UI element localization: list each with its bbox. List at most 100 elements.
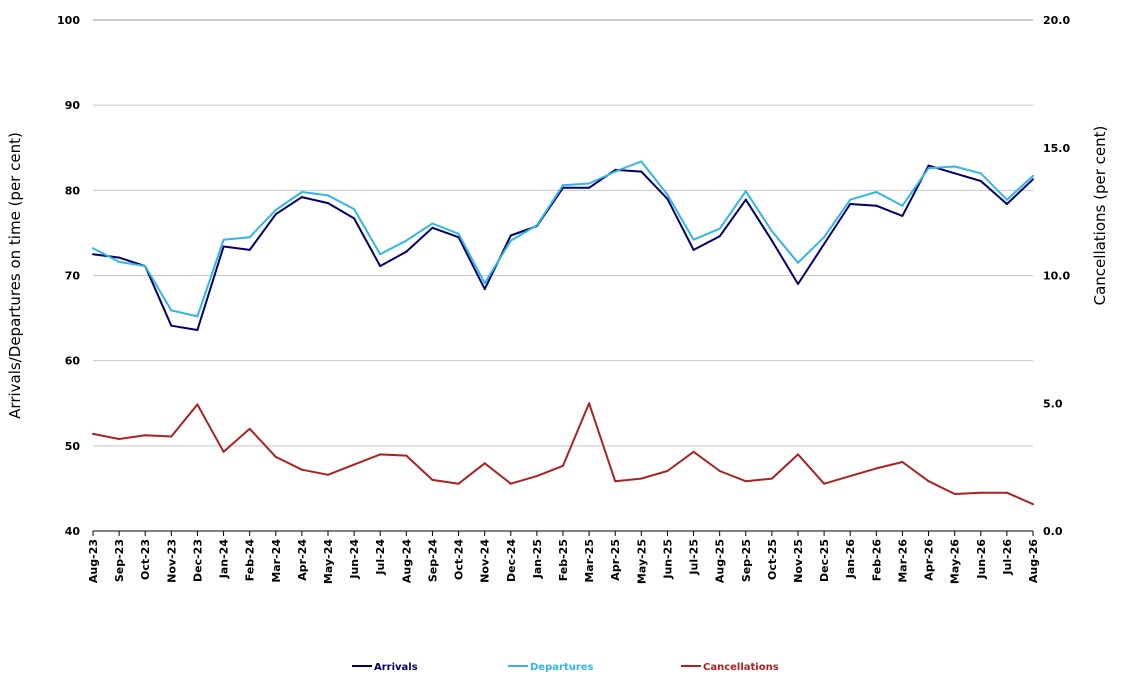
data-point <box>170 324 173 327</box>
y-tick-label: 80 <box>65 184 81 197</box>
x-tick-label: Oct-24 <box>453 539 466 580</box>
x-tick-label: Mar-26 <box>896 539 909 583</box>
data-point <box>614 170 617 173</box>
x-tick-label: Aug-26 <box>1027 539 1040 583</box>
data-point <box>431 222 434 225</box>
data-point <box>222 245 225 248</box>
y2-tick-label: 5.0 <box>1043 397 1063 410</box>
y-axis-title: Arrivals/Departures on time (per cent) <box>6 132 24 419</box>
data-point <box>666 470 669 472</box>
data-point <box>379 253 382 256</box>
x-tick-label: Jun-26 <box>975 539 988 580</box>
data-point <box>692 238 695 241</box>
y2-tick-label: 10.0 <box>1043 270 1070 283</box>
data-point <box>979 491 982 494</box>
data-point <box>770 230 773 233</box>
data-point <box>222 450 225 453</box>
data-point <box>118 256 121 259</box>
data-point <box>614 480 617 483</box>
data-point <box>953 172 956 175</box>
data-point <box>170 309 173 312</box>
legend-label-departures: Departures <box>530 662 594 673</box>
data-point <box>744 190 747 193</box>
data-point <box>327 194 329 197</box>
x-tick-label: Mar-25 <box>583 539 596 583</box>
data-point <box>953 493 956 495</box>
data-point <box>875 204 878 207</box>
data-point <box>692 450 695 453</box>
data-point <box>483 288 486 291</box>
y-tick-label: 40 <box>65 525 81 538</box>
x-tick-label: Feb-24 <box>244 539 257 582</box>
x-tick-label: Jul-24 <box>374 539 387 576</box>
series-line-cancellations <box>92 402 1034 506</box>
data-point <box>849 475 852 478</box>
data-point <box>901 204 904 207</box>
data-point <box>927 480 930 483</box>
x-tick-label: Aug-23 <box>87 539 100 583</box>
data-point <box>274 455 277 458</box>
data-point <box>718 470 721 472</box>
y2-tick-label: 20.0 <box>1043 14 1070 27</box>
data-point <box>692 248 695 251</box>
data-point <box>431 226 434 229</box>
x-tick-label: Jun-24 <box>348 539 361 580</box>
data-point <box>405 239 408 242</box>
data-point <box>797 453 799 456</box>
data-point <box>405 454 408 457</box>
data-point <box>718 235 721 238</box>
data-point <box>849 203 852 205</box>
data-point <box>979 180 982 182</box>
x-tick-label: Oct-23 <box>139 539 152 580</box>
data-point <box>509 239 512 242</box>
data-point <box>744 198 747 201</box>
data-point <box>144 434 147 437</box>
y-tick-label: 50 <box>65 440 81 453</box>
y2-tick-label: 0.0 <box>1043 525 1063 538</box>
data-point <box>248 427 251 430</box>
data-point <box>1032 503 1034 506</box>
data-point <box>457 232 460 235</box>
y-tick-label: 100 <box>57 14 80 27</box>
data-point <box>666 193 669 196</box>
x-tick-label: Feb-26 <box>870 539 883 582</box>
data-point <box>353 217 356 220</box>
data-point <box>927 167 930 170</box>
data-point <box>300 196 303 199</box>
data-point <box>248 248 251 251</box>
data-point <box>588 182 591 185</box>
data-point <box>562 464 564 467</box>
data-point <box>327 473 329 476</box>
data-point <box>118 260 121 263</box>
x-tick-label: May-24 <box>322 539 335 584</box>
data-point <box>118 438 121 440</box>
data-point <box>222 238 225 241</box>
data-point <box>300 468 303 471</box>
data-point <box>823 243 826 245</box>
data-point <box>196 329 199 331</box>
x-tick-label: Dec-25 <box>818 539 831 582</box>
x-tick-label: Dec-23 <box>191 539 204 582</box>
data-point <box>875 191 878 193</box>
x-tick-label: Nov-23 <box>165 539 178 583</box>
data-point <box>953 165 956 168</box>
data-point <box>509 482 512 485</box>
data-point <box>535 475 538 478</box>
y-tick-label: 70 <box>65 270 81 283</box>
legend-label-arrivals: Arrivals <box>374 662 418 673</box>
data-point <box>457 482 460 485</box>
x-tick-label: Jul-25 <box>688 539 701 576</box>
y-tick-label: 90 <box>65 99 81 112</box>
x-tick-label: Apr-24 <box>296 539 309 581</box>
data-point <box>1032 174 1034 177</box>
data-point <box>770 477 773 480</box>
data-point <box>797 261 799 264</box>
data-point <box>640 160 643 163</box>
data-point <box>797 283 799 285</box>
data-point <box>92 253 94 256</box>
data-point <box>640 477 643 480</box>
x-tick-label: Jul-26 <box>1001 539 1014 576</box>
data-point <box>405 250 408 253</box>
data-point <box>588 186 591 189</box>
x-tick-label: Sep-25 <box>740 539 753 582</box>
